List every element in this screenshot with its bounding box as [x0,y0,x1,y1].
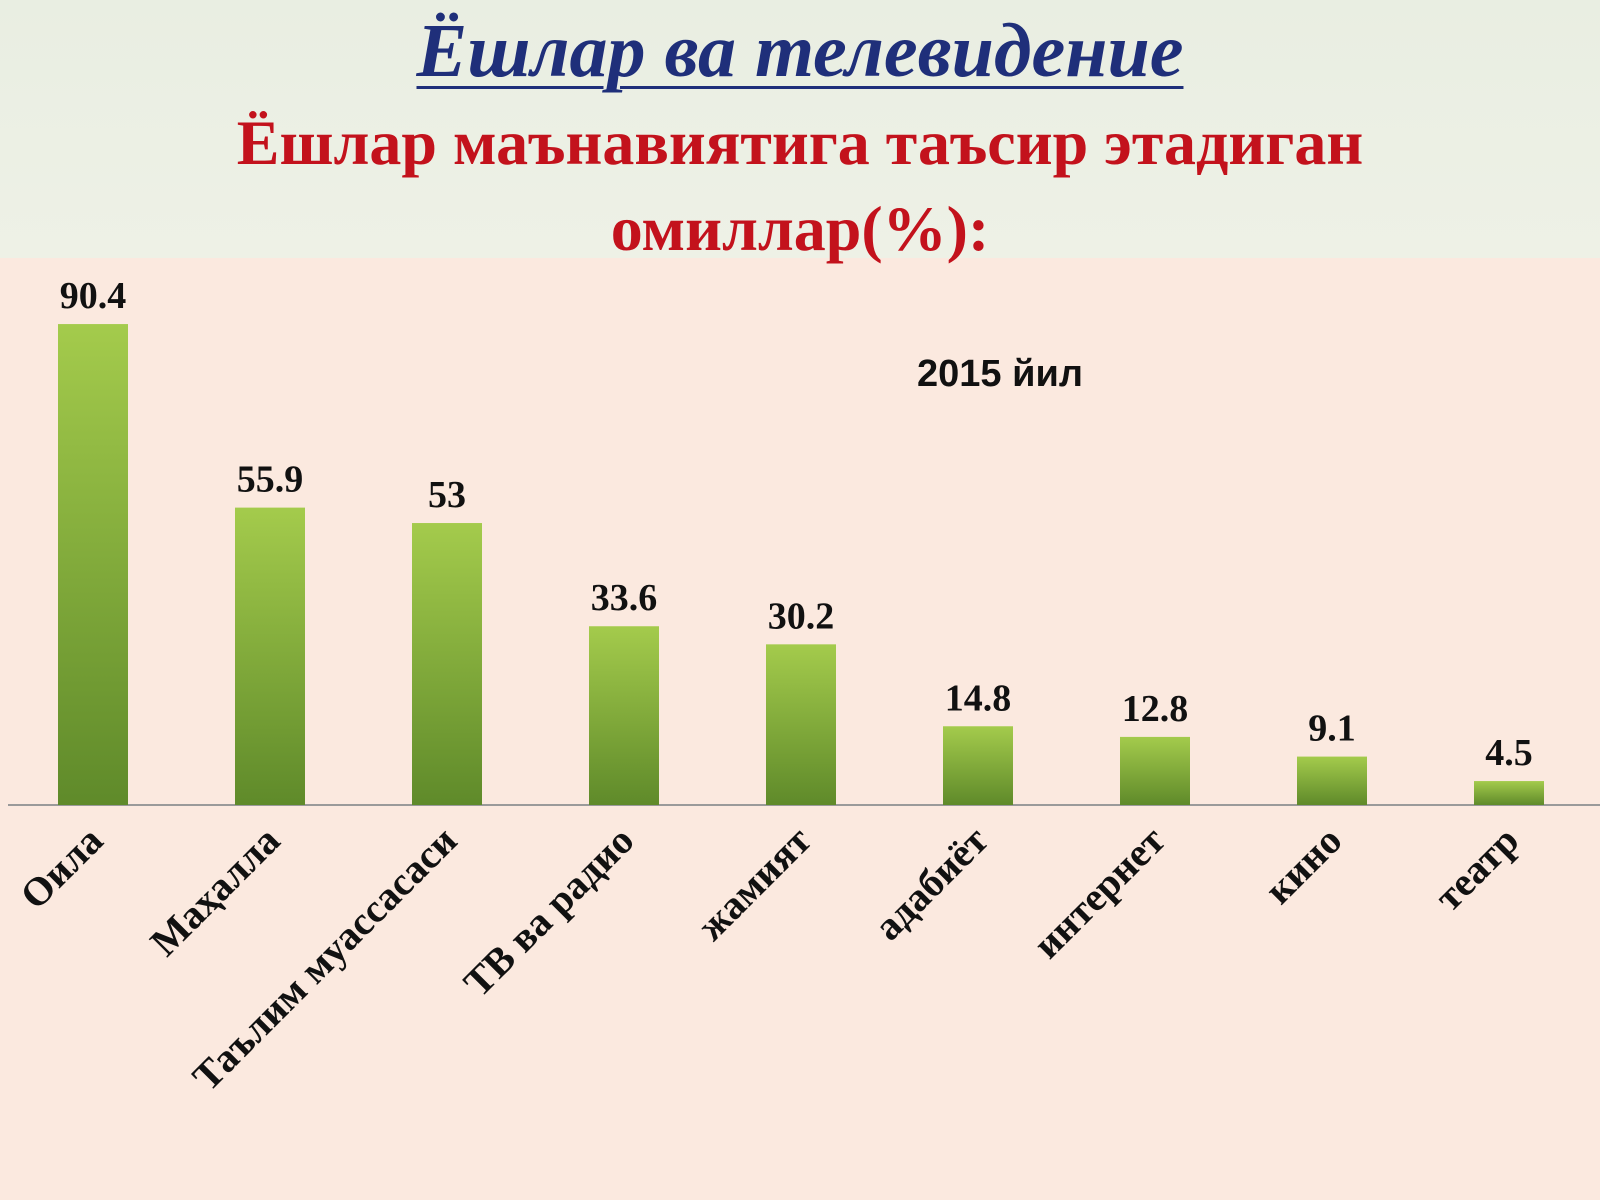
value-labels-group: 90.4 55.9 53 33.6 30.2 14.8 12.8 9.1 4.5 [60,275,1533,774]
value-label: 55.9 [237,459,304,501]
bar-3 [589,626,659,805]
bar-8 [1474,781,1544,805]
value-label: 12.8 [1122,688,1189,730]
category-label: кино [1256,818,1351,913]
value-label: 9.1 [1308,708,1356,750]
bar-6 [1120,736,1190,805]
value-label: 14.8 [945,677,1012,719]
chart-title: 2015 йил [917,353,1083,395]
chart-subtitle: Ёшлар маънавиятига таъсир этадиган омилл… [0,100,1600,272]
value-label: 4.5 [1485,732,1533,774]
subtitle-line-2: омиллар(%): [610,193,990,264]
category-label: театр [1426,818,1528,920]
category-label: жамият [688,817,819,948]
slide-header: Ёшлар ва телевидение Ёшлар маънавиятига … [0,0,1600,264]
bar-chart: 90.4 55.9 53 33.6 30.2 14.8 12.8 9.1 4.5 Оила Маҳ… [0,258,1600,1200]
bar-2 [412,523,482,805]
bar-4 [766,644,836,805]
page-title: Ёшлар ва телевидение [416,9,1184,93]
value-label: 90.4 [60,275,127,317]
bar-7 [1297,756,1367,805]
bar-1 [235,507,305,805]
category-label: адабиёт [865,817,997,949]
bar-0 [58,324,128,805]
category-label: интернет [1024,817,1174,967]
category-label: Маҳалла [141,818,288,965]
value-label: 30.2 [768,595,835,637]
subtitle-line-1: Ёшлар маънавиятига таъсир этадиган [236,107,1364,178]
value-label: 53 [428,474,466,516]
bars-group [58,324,1544,805]
category-label: Оила [11,818,111,918]
bar-5 [943,726,1013,805]
value-label: 33.6 [591,577,658,619]
chart-canvas: 90.4 55.9 53 33.6 30.2 14.8 12.8 9.1 4.5 Оила Маҳ… [8,275,1600,1099]
category-label: ТВ ва радио [455,818,643,1006]
